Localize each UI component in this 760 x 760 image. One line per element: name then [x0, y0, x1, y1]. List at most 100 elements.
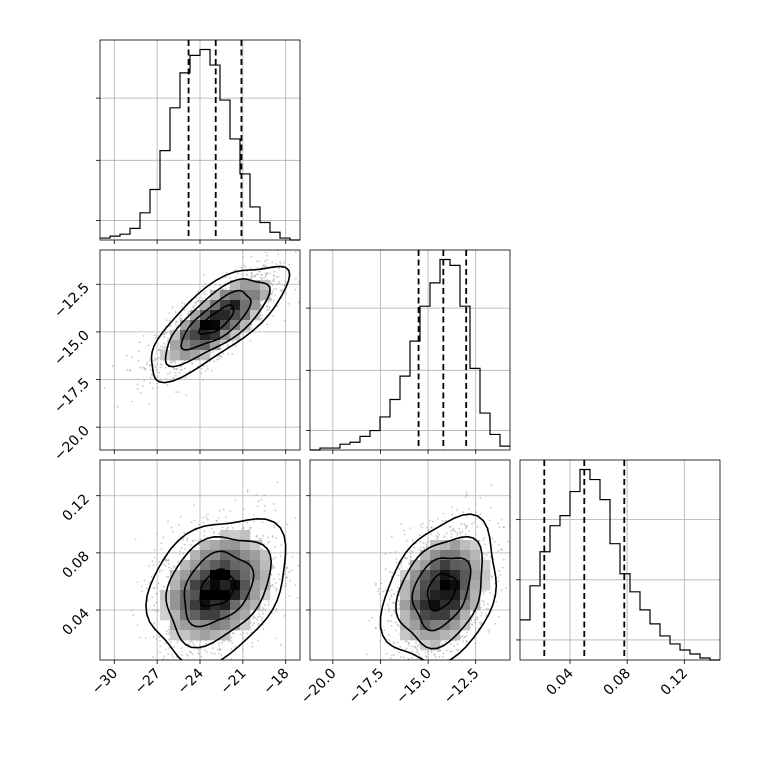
sample-point — [180, 368, 182, 371]
sample-point — [375, 582, 377, 585]
sample-point — [180, 546, 183, 549]
sample-point — [275, 610, 278, 612]
sample-point — [486, 602, 489, 605]
density-cell — [200, 560, 211, 571]
contour-0-1 — [180, 289, 252, 351]
sample-point — [451, 513, 454, 516]
sample-point — [266, 259, 268, 261]
sample-point — [407, 644, 410, 646]
sample-point — [148, 403, 151, 406]
density-cell — [200, 330, 211, 341]
density-cell — [190, 340, 201, 351]
sample-point — [198, 544, 201, 546]
density-cell — [240, 300, 251, 311]
sample-point — [275, 537, 278, 540]
sample-point — [497, 543, 500, 546]
sample-point — [390, 594, 393, 596]
density-cell — [210, 590, 221, 601]
sample-point — [155, 638, 158, 641]
sample-point — [213, 532, 216, 534]
sample-point — [158, 371, 161, 374]
sample-point — [138, 636, 141, 639]
sample-point — [388, 639, 390, 641]
sample-point — [442, 652, 445, 655]
sample-point — [161, 364, 163, 366]
density-cell — [190, 320, 201, 331]
density-cell — [210, 340, 221, 351]
sample-point — [268, 308, 270, 311]
sample-point — [408, 561, 410, 564]
sample-point — [191, 653, 194, 656]
sample-point — [280, 290, 283, 292]
sample-point — [444, 641, 447, 643]
sample-point — [136, 388, 139, 390]
sample-point — [226, 345, 229, 347]
sample-point — [279, 555, 282, 558]
sample-point — [142, 366, 144, 369]
sample-point — [153, 364, 156, 366]
sample-point — [417, 661, 419, 663]
sample-point — [165, 367, 167, 369]
density-cell — [250, 540, 261, 551]
sample-point — [183, 367, 186, 370]
sample-point — [315, 574, 317, 576]
sample-point — [483, 553, 486, 555]
density-cell — [250, 580, 261, 591]
sample-point — [173, 565, 175, 567]
density-cell — [200, 310, 211, 321]
sample-point — [251, 641, 254, 644]
sample-point — [480, 607, 482, 609]
sample-point — [136, 624, 139, 626]
sample-point — [294, 251, 297, 253]
sample-point — [251, 645, 254, 648]
sample-point — [461, 635, 464, 638]
sample-point — [210, 652, 213, 654]
sample-point — [192, 664, 194, 666]
sample-point — [411, 650, 413, 652]
sample-point — [416, 652, 419, 654]
sample-point — [474, 503, 477, 505]
sample-point — [264, 609, 267, 612]
sample-point — [438, 655, 441, 658]
sample-point — [403, 529, 405, 532]
sample-point — [267, 536, 269, 539]
sample-point — [170, 641, 172, 643]
density-cell — [180, 350, 191, 361]
sample-point — [145, 363, 148, 366]
sample-point — [302, 601, 304, 603]
density-cell — [220, 540, 231, 551]
sample-point — [273, 578, 275, 581]
density-cell — [250, 280, 261, 291]
sample-point — [297, 281, 300, 283]
sample-point — [312, 626, 314, 628]
density-cell — [260, 550, 271, 561]
sample-point — [202, 379, 205, 382]
sample-point — [408, 642, 410, 645]
sample-point — [486, 554, 488, 556]
sample-point — [435, 535, 438, 537]
sample-point — [485, 607, 488, 610]
sample-point — [437, 518, 439, 520]
sample-point — [426, 740, 428, 742]
sample-point — [210, 369, 213, 372]
density-cell — [210, 540, 221, 551]
sample-point — [225, 516, 227, 519]
sample-point — [253, 520, 256, 523]
sample-point — [267, 603, 270, 606]
sample-point — [173, 368, 176, 370]
sample-point — [180, 647, 183, 649]
sample-point — [173, 359, 175, 362]
sample-point — [272, 558, 275, 560]
sample-point — [159, 379, 161, 381]
sample-point — [256, 505, 259, 508]
density-cell — [230, 560, 241, 571]
sample-point — [267, 601, 270, 603]
sample-point — [156, 586, 159, 589]
density-cell — [240, 560, 251, 571]
sample-point — [464, 496, 467, 498]
sample-point — [294, 584, 297, 586]
sample-point — [405, 539, 408, 542]
sample-point — [169, 683, 171, 685]
sample-point — [264, 260, 266, 263]
sample-point — [277, 275, 280, 278]
